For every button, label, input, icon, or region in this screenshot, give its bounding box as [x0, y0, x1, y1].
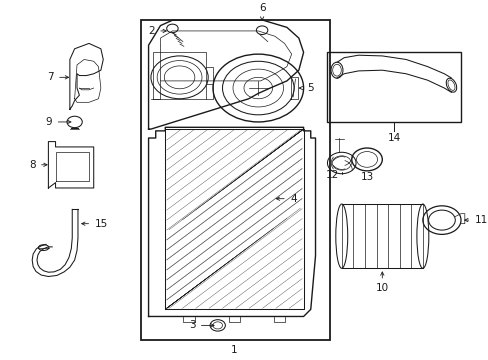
- Text: 9: 9: [45, 117, 52, 127]
- Text: 5: 5: [306, 83, 313, 93]
- Text: 12: 12: [325, 170, 338, 180]
- Text: 10: 10: [375, 283, 388, 293]
- Text: 11: 11: [473, 215, 487, 225]
- Text: 4: 4: [290, 194, 296, 204]
- Text: 8: 8: [29, 160, 36, 170]
- Text: 13: 13: [360, 172, 373, 182]
- Text: 1: 1: [231, 345, 237, 355]
- Text: 14: 14: [387, 133, 400, 143]
- Bar: [141, 20, 329, 340]
- Text: 2: 2: [148, 26, 155, 36]
- Text: 15: 15: [95, 219, 108, 229]
- Bar: [327, 52, 460, 122]
- Text: 3: 3: [188, 320, 195, 330]
- Text: 7: 7: [47, 72, 54, 82]
- Text: 6: 6: [258, 3, 265, 13]
